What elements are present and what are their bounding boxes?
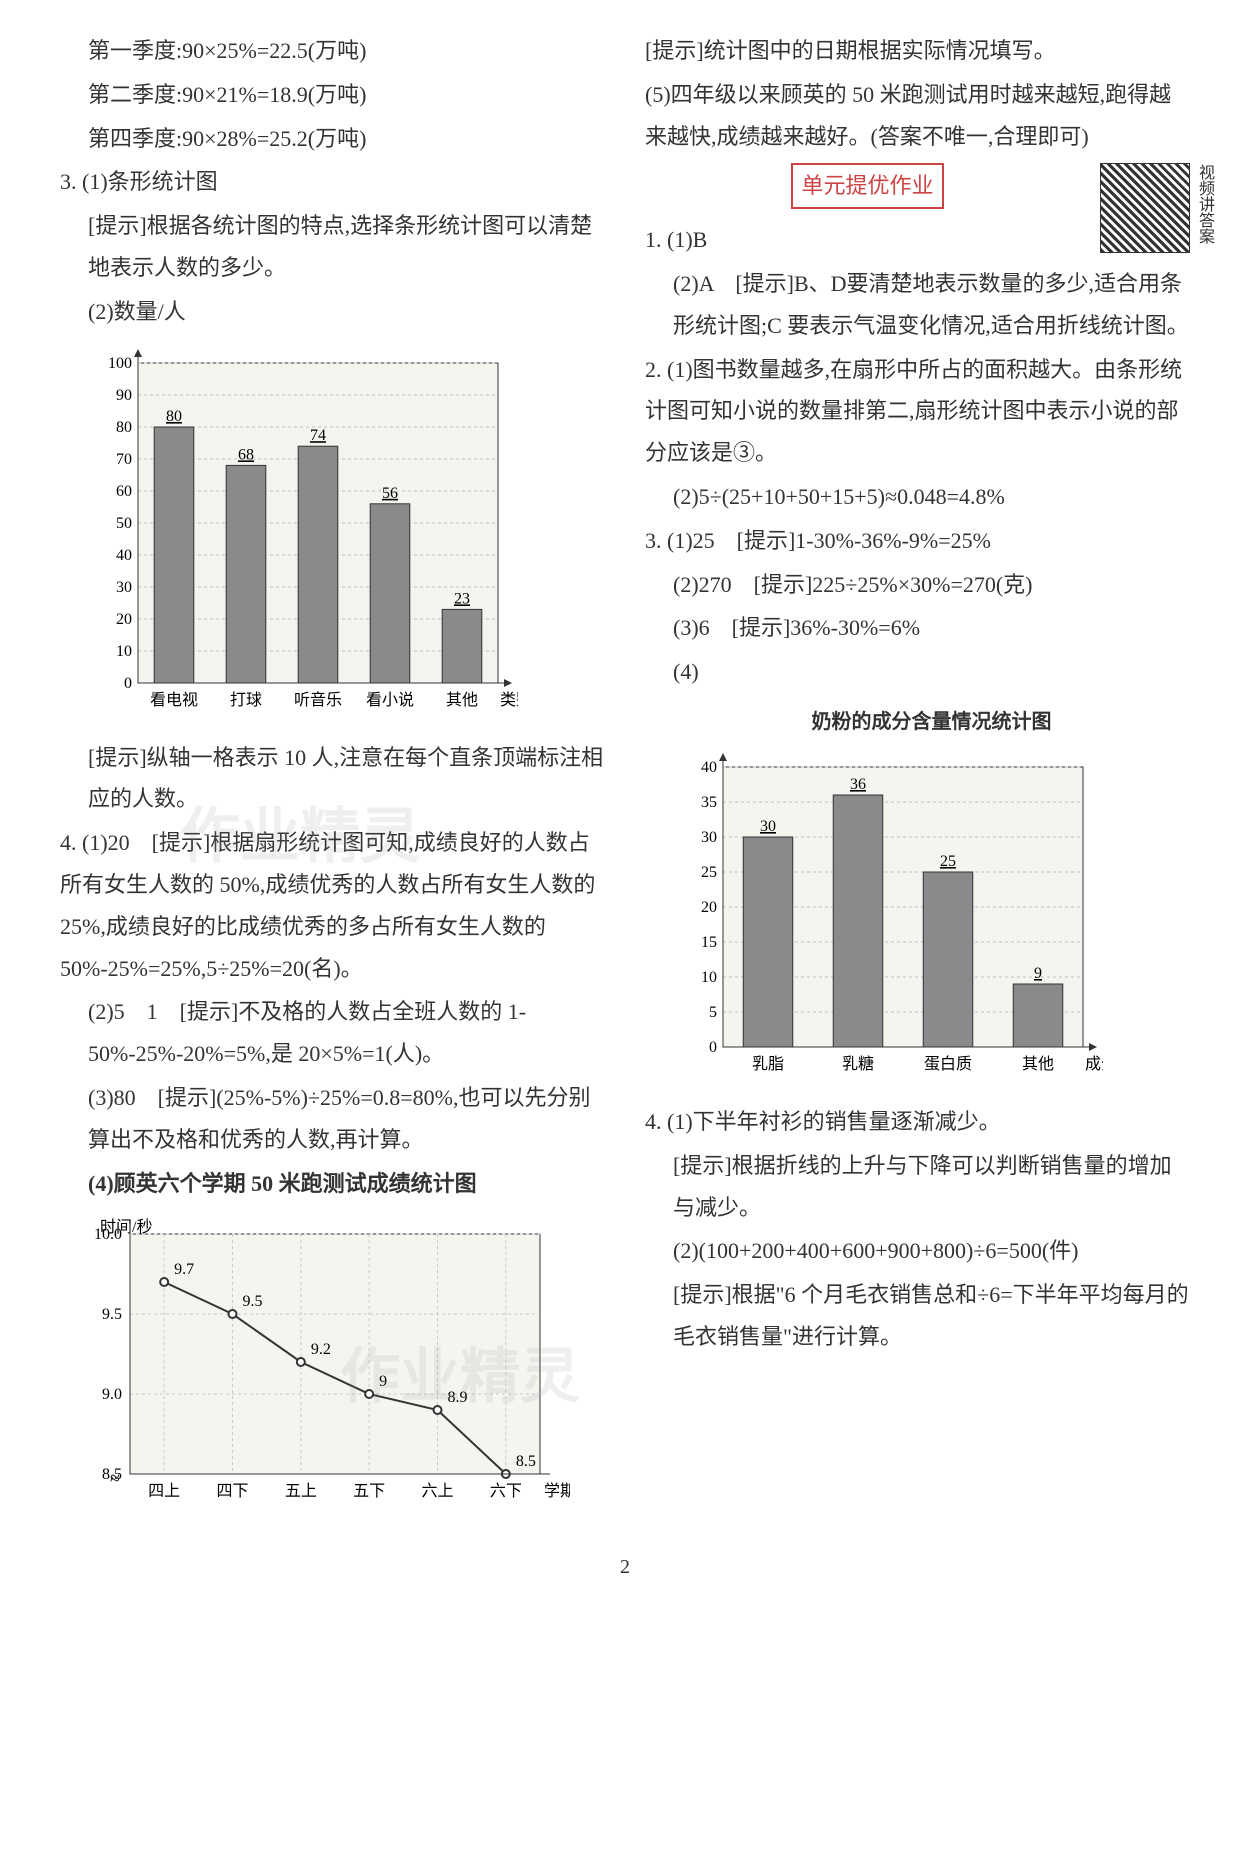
q4-part3: (3)80 [提示](25%-5%)÷25%=0.8=80%,也可以先分别算出不… bbox=[60, 1077, 605, 1161]
svg-text:80: 80 bbox=[116, 419, 132, 436]
svg-text:70: 70 bbox=[116, 451, 132, 468]
quarter-line: 第四季度:90×28%=25.2(万吨) bbox=[60, 118, 605, 160]
svg-text:9.2: 9.2 bbox=[311, 1341, 331, 1358]
top-hint: [提示]统计图中的日期根据实际情况填写。 bbox=[645, 30, 1190, 72]
svg-text:乳糖: 乳糖 bbox=[842, 1055, 874, 1073]
svg-text:40: 40 bbox=[116, 547, 132, 564]
q4-part1: 4. (1)20 [提示]根据扇形统计图可知,成绩良好的人数占所有女生人数的 5… bbox=[60, 822, 605, 989]
svg-text:9: 9 bbox=[1034, 965, 1042, 982]
svg-text:100: 100 bbox=[108, 355, 132, 372]
svg-text:打球: 打球 bbox=[230, 691, 262, 709]
svg-text:0: 0 bbox=[124, 675, 132, 692]
svg-text:四上: 四上 bbox=[148, 1482, 180, 1500]
svg-text:蛋白质: 蛋白质 bbox=[924, 1055, 972, 1073]
r-q3-3: (3)6 [提示]36%-30%=6% bbox=[645, 607, 1190, 649]
r-q4-hint2: [提示]根据"6 个月毛衣销售总和÷6=下半年平均每月的毛衣销售量"进行计算。 bbox=[645, 1274, 1190, 1358]
svg-text:9.0: 9.0 bbox=[102, 1386, 122, 1403]
svg-text:≈: ≈ bbox=[110, 1468, 120, 1488]
svg-text:10: 10 bbox=[701, 969, 717, 986]
svg-text:20: 20 bbox=[701, 899, 717, 916]
svg-text:68: 68 bbox=[238, 446, 254, 463]
svg-text:听音乐: 听音乐 bbox=[294, 691, 342, 709]
r-q2-2: (2)5÷(25+10+50+15+5)≈0.048=4.8% bbox=[645, 476, 1190, 518]
svg-text:80: 80 bbox=[166, 408, 182, 425]
svg-text:15: 15 bbox=[701, 934, 717, 951]
chart1-barchart: 0 10 20 30 40 50 60 70 80 90 100 80 看电视 68 打球 74 听音乐 56 看小… bbox=[88, 343, 605, 723]
svg-text:0: 0 bbox=[709, 1039, 717, 1056]
r-q2-1: 2. (1)图书数量越多,在扇形中所占的面积越大。由条形统计图可知小说的数量排第… bbox=[645, 349, 1190, 474]
svg-text:其他: 其他 bbox=[1022, 1055, 1054, 1073]
svg-text:36: 36 bbox=[850, 776, 866, 793]
svg-text:30: 30 bbox=[701, 829, 717, 846]
top-q5: (5)四年级以来顾英的 50 米跑测试用时越来越短,跑得越来越快,成绩越来越好。… bbox=[645, 74, 1190, 158]
svg-text:90: 90 bbox=[116, 387, 132, 404]
svg-text:50: 50 bbox=[116, 515, 132, 532]
chart3-title: 奶粉的成分含量情况统计图 bbox=[673, 703, 1190, 741]
svg-text:23: 23 bbox=[454, 590, 470, 607]
svg-text:60: 60 bbox=[116, 483, 132, 500]
svg-text:56: 56 bbox=[382, 484, 398, 501]
svg-text:五上: 五上 bbox=[285, 1482, 317, 1500]
svg-text:8.9: 8.9 bbox=[448, 1389, 468, 1406]
svg-text:成分: 成分 bbox=[1085, 1055, 1103, 1073]
svg-text:类别: 类别 bbox=[500, 691, 518, 709]
svg-text:20: 20 bbox=[116, 611, 132, 628]
svg-text:时间/秒: 时间/秒 bbox=[100, 1218, 152, 1236]
svg-text:看小说: 看小说 bbox=[366, 691, 414, 709]
svg-text:四下: 四下 bbox=[216, 1483, 248, 1500]
r-q4-1: 4. (1)下半年衬衫的销售量逐渐减少。 bbox=[645, 1101, 1190, 1143]
left-column: 第一季度:90×25%=22.5(万吨) 第二季度:90×21%=18.9(万吨… bbox=[60, 30, 605, 1528]
svg-text:9.7: 9.7 bbox=[174, 1261, 194, 1278]
svg-text:9.5: 9.5 bbox=[243, 1293, 263, 1310]
qr-label: 视频讲答案 bbox=[1189, 164, 1219, 244]
quarter-line: 第二季度:90×21%=18.9(万吨) bbox=[60, 74, 605, 116]
svg-text:六上: 六上 bbox=[421, 1482, 453, 1500]
svg-text:35: 35 bbox=[701, 794, 717, 811]
q4-part4-title: (4)顾英六个学期 50 米跑测试成绩统计图 bbox=[60, 1163, 605, 1205]
chart1-hint: [提示]纵轴一格表示 10 人,注意在每个直条顶端标注相应的人数。 bbox=[60, 737, 605, 821]
svg-text:30: 30 bbox=[116, 579, 132, 596]
q3-part2: (2)数量/人 bbox=[60, 291, 605, 333]
svg-text:74: 74 bbox=[310, 427, 326, 444]
r-q4-2: (2)(100+200+400+600+900+800)÷6=500(件) bbox=[645, 1230, 1190, 1272]
svg-text:25: 25 bbox=[701, 864, 717, 881]
q4-part2: (2)5 1 [提示]不及格的人数占全班人数的 1-50%-25%-20%=5%… bbox=[60, 991, 605, 1075]
svg-text:9: 9 bbox=[379, 1373, 387, 1390]
svg-text:30: 30 bbox=[760, 818, 776, 835]
r-q3-2: (2)270 [提示]225÷25%×30%=270(克) bbox=[645, 564, 1190, 606]
page-number: 2 bbox=[60, 1548, 1190, 1586]
svg-text:8.5: 8.5 bbox=[516, 1453, 536, 1470]
svg-text:5: 5 bbox=[709, 1004, 717, 1021]
section-title: 单元提优作业 bbox=[791, 163, 943, 209]
r-q3-1: 3. (1)25 [提示]1-30%-36%-9%=25% bbox=[645, 520, 1190, 562]
svg-text:看电视: 看电视 bbox=[150, 691, 198, 709]
r-q1-2: (2)A [提示]B、D要清楚地表示数量的多少,适合用条形统计图;C 要表示气温… bbox=[645, 263, 1190, 347]
chart3-barchart: 奶粉的成分含量情况统计图 0 5 10 15 20 25 30 35 40 30 乳脂 36 乳糖 25 蛋… bbox=[673, 703, 1190, 1087]
r-q3-4: (4) bbox=[645, 651, 1190, 693]
svg-text:25: 25 bbox=[940, 853, 956, 870]
r-q4-hint1: [提示]根据折线的上升与下降可以判断销售量的增加与减少。 bbox=[645, 1145, 1190, 1229]
qr-code: 视频讲答案 bbox=[1100, 163, 1190, 253]
svg-text:9.5: 9.5 bbox=[102, 1306, 122, 1323]
svg-text:乳脂: 乳脂 bbox=[752, 1055, 784, 1073]
svg-text:其他: 其他 bbox=[446, 691, 478, 709]
q3-part1: 3. (1)条形统计图 bbox=[60, 161, 605, 203]
svg-text:学期: 学期 bbox=[544, 1482, 570, 1500]
q3-hint: [提示]根据各统计图的特点,选择条形统计图可以清楚地表示人数的多少。 bbox=[60, 205, 605, 289]
svg-text:六下: 六下 bbox=[490, 1482, 522, 1500]
svg-text:五下: 五下 bbox=[353, 1483, 385, 1500]
quarter-line: 第一季度:90×25%=22.5(万吨) bbox=[60, 30, 605, 72]
chart2-linechart: 8.59.09.510.0四上四下五上五下六上六下9.79.59.298.98.… bbox=[70, 1214, 605, 1514]
svg-text:10: 10 bbox=[116, 643, 132, 660]
svg-text:40: 40 bbox=[701, 759, 717, 776]
right-column: [提示]统计图中的日期根据实际情况填写。 (5)四年级以来顾英的 50 米跑测试… bbox=[645, 30, 1190, 1528]
